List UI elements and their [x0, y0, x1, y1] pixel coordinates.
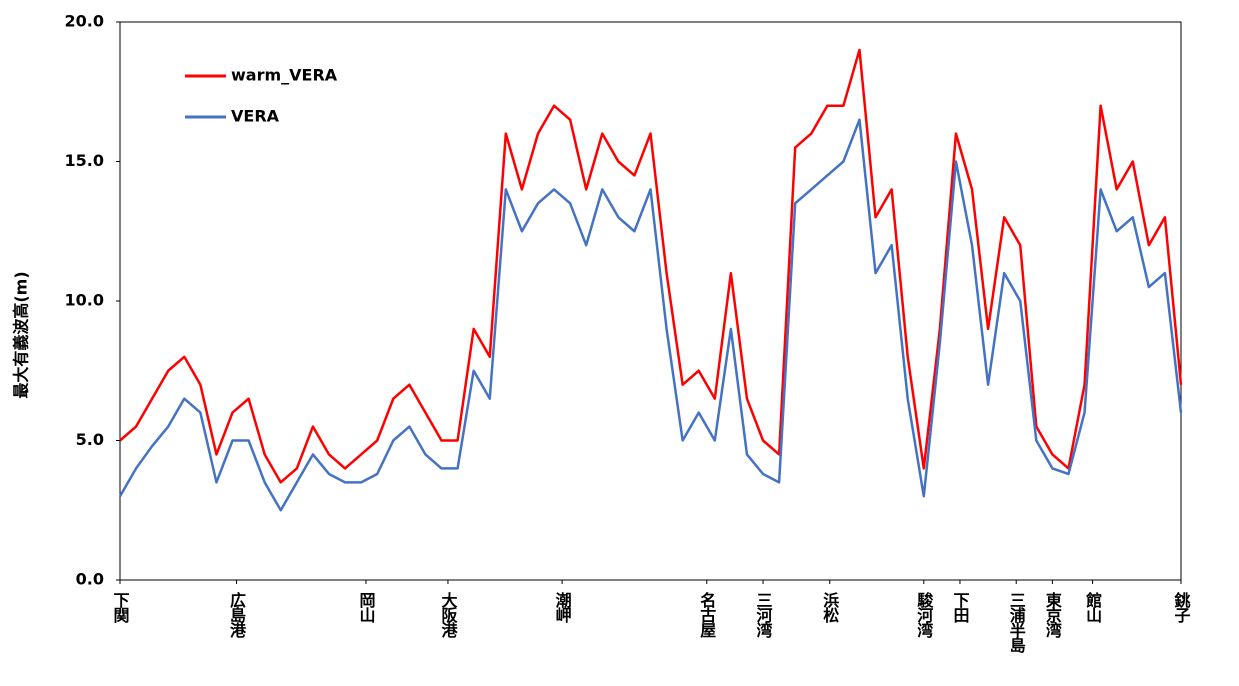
y-tick-label: 5.0	[76, 430, 104, 449]
x-tick-label: 潮岬	[553, 591, 572, 624]
y-tick-label: 0.0	[76, 570, 104, 589]
x-tick-label: 岡山	[356, 592, 375, 623]
x-tick-label: 名古屋	[697, 591, 716, 639]
x-tick-label: 三河湾	[754, 592, 773, 639]
x-tick-label: 駿河湾	[914, 591, 933, 639]
x-tick-label: 浜松	[820, 591, 839, 624]
y-tick-label: 20.0	[65, 12, 104, 31]
plot-frame	[119, 21, 1182, 581]
x-tick-label: 下田	[950, 592, 969, 623]
x-tick-label: 三浦半島	[1007, 592, 1026, 654]
x-tick-label: 館山	[1083, 591, 1102, 623]
x-tick-label: 東京湾	[1043, 591, 1062, 639]
legend-label: VERA	[231, 107, 280, 126]
x-tick-label: 大阪港	[438, 591, 457, 639]
legend-label: warm_VERA	[231, 66, 338, 85]
y-tick-label: 10.0	[65, 291, 104, 310]
y-tick-label: 15.0	[65, 151, 104, 170]
line-series	[118, 118, 1183, 512]
line-series	[119, 48, 1183, 484]
x-tick-label: 下関	[111, 592, 130, 624]
y-axis-label: 最大有義波高(m)	[12, 271, 31, 398]
x-tick-label: 広島港	[227, 591, 246, 639]
x-tick-label: 銚子	[1172, 591, 1191, 624]
